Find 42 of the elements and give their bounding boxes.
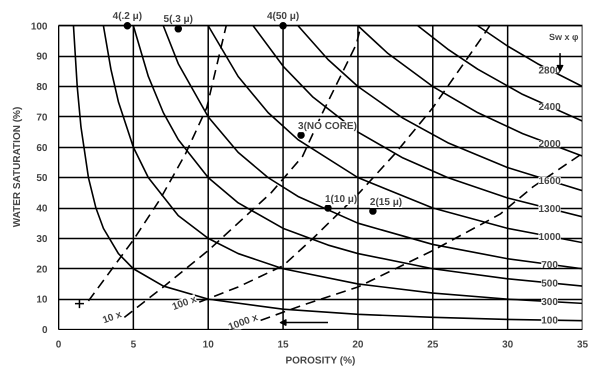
series-label: 1300 [538, 204, 562, 216]
y-tick-label: 0 [42, 325, 48, 336]
annotation: Sw x φ [549, 32, 580, 42]
x-tick-label: 0 [56, 340, 62, 350]
text: 10 x [101, 309, 124, 326]
y-tick-label: 90 [36, 52, 48, 63]
series-label: 500 [541, 278, 558, 290]
x-tick-label: 10 [202, 340, 214, 350]
annotation: 4(.2 μ) [112, 10, 142, 22]
y-tick-label: 60 [36, 142, 48, 154]
y-tick-label: 20 [36, 264, 48, 276]
series-label: 300 [541, 297, 558, 308]
point [279, 22, 287, 30]
x-tick-label: 30 [502, 340, 514, 350]
y-tick-label: 100 [30, 21, 48, 32]
series-label: 2400 [538, 102, 562, 113]
annotation: 3(NO CORE) [298, 121, 357, 132]
x-tick-label: 25 [427, 340, 439, 350]
y-tick-label: 50 [36, 173, 48, 184]
y-tick-label: 40 [36, 204, 48, 215]
point [174, 25, 182, 33]
x-axis-title: POROSITY (%) [286, 356, 356, 366]
y-tick-label: 30 [36, 234, 48, 245]
point [324, 204, 332, 212]
y-tick-label: 10 [36, 294, 48, 306]
annotation: 2(15 μ) [370, 197, 402, 208]
y-tick-label: 80 [36, 82, 48, 94]
text: 100 x [170, 294, 199, 313]
x-tick-label: 20 [352, 340, 364, 350]
x-tick-label: 35 [576, 340, 588, 350]
x-tick-label: 5 [130, 340, 137, 350]
y-tick-label: 70 [36, 112, 48, 124]
annotation: 4(50 μ) [266, 10, 300, 22]
annotation: 1(10 μ) [324, 194, 358, 206]
annotation: 5(.3 μ) [164, 14, 194, 25]
series-label: 1600 [538, 176, 562, 188]
point [124, 22, 132, 30]
x-tick-label: 15 [278, 340, 290, 350]
series-label: 1000 [538, 232, 562, 243]
point [297, 131, 305, 139]
y-axis-title: WATER SATURATION (%) [12, 106, 23, 228]
series-label: 100 [541, 316, 558, 327]
